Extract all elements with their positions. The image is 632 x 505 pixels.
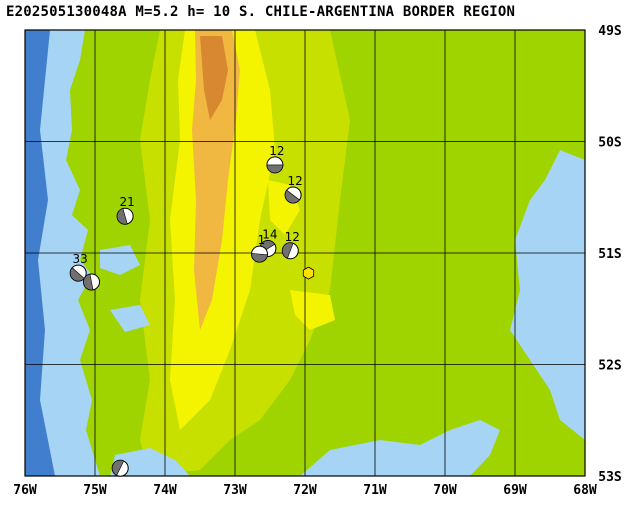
- mechanism-depth-label: 33: [73, 252, 88, 266]
- beachball: 12: [281, 230, 300, 260]
- longitude-label: 75W: [83, 483, 107, 498]
- mechanism-depth-label: 1: [258, 233, 266, 247]
- epicenter-marker: [302, 266, 315, 280]
- longitude-label: 72W: [293, 483, 317, 498]
- beachball: 12: [266, 144, 285, 174]
- mechanism-depth-label: 21: [119, 195, 134, 209]
- longitude-label: 73W: [223, 483, 247, 498]
- latitude-label: 52S: [598, 359, 622, 374]
- latitude-label: 49S: [598, 24, 622, 39]
- focal-mechanisms: 12 12 21 12 141 33: [69, 144, 303, 477]
- atlantic-ocean: [510, 30, 585, 440]
- peaks: [200, 36, 228, 120]
- latitude-label: 51S: [598, 247, 622, 262]
- beachball: 12: [284, 174, 303, 204]
- mechanism-depth-label: 14: [262, 228, 277, 242]
- strait-water: [300, 420, 500, 476]
- longitude-label: 74W: [153, 483, 177, 498]
- mechanism-depth-label: 12: [285, 230, 300, 244]
- inlet: [100, 245, 140, 275]
- latitude-label: 53S: [598, 470, 622, 485]
- latitude-labels: 49S 50S 51S 52S 53S: [598, 24, 622, 485]
- mechanism-depth-label: 12: [269, 144, 284, 158]
- map-frame: [24, 29, 586, 477]
- map-title: E202505130048A M=5.2 h= 10 S. CHILE-ARGE…: [6, 4, 516, 20]
- longitude-label: 71W: [363, 483, 387, 498]
- beachball: 21: [116, 195, 135, 225]
- epicenter-marker-group: [302, 266, 315, 280]
- beachball: 33: [69, 252, 88, 282]
- inlet-3: [110, 448, 190, 476]
- longitude-label: 70W: [433, 483, 457, 498]
- mechanism-depth-label: 12: [287, 174, 302, 188]
- beachball: 1: [251, 233, 268, 263]
- beachball: [83, 273, 100, 291]
- longitude-label: 68W: [573, 483, 597, 498]
- upland-patch-2: [290, 290, 335, 330]
- beachball: [111, 459, 129, 477]
- longitude-labels: 76W 75W 74W 73W 72W 71W 70W 69W 68W: [13, 483, 597, 498]
- longitude-label: 69W: [503, 483, 527, 498]
- latitude-label: 50S: [598, 136, 622, 151]
- longitude-label: 76W: [13, 483, 37, 498]
- mountains: [192, 30, 240, 330]
- inlet-2: [110, 305, 150, 332]
